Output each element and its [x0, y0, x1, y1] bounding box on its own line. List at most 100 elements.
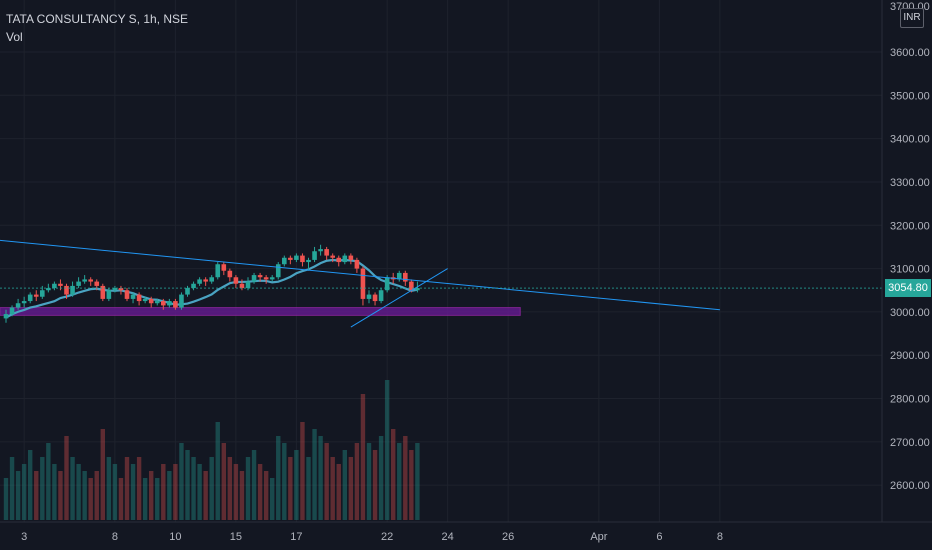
- volume-bar: [34, 471, 39, 520]
- candle-body: [136, 294, 142, 302]
- candle-body: [70, 285, 75, 295]
- candle-body: [179, 294, 184, 308]
- candle-body: [330, 255, 335, 258]
- candle-body: [336, 257, 342, 263]
- candle-body: [221, 264, 227, 271]
- currency-label[interactable]: INR: [900, 8, 924, 28]
- volume-bar: [263, 471, 269, 520]
- time-axis: 3 8 10 15 17 22 24 26 Apr 6 8: [0, 521, 932, 543]
- candle-body: [27, 294, 33, 302]
- volume-bar: [124, 457, 130, 520]
- volume-bar: [130, 464, 136, 520]
- candle-body: [15, 303, 21, 308]
- chart-legend: TATA CONSULTANCY S, 1h, NSE Vol: [6, 10, 188, 46]
- candle-body: [76, 281, 81, 286]
- price-tick-label: 2900.00: [890, 350, 930, 362]
- last-price-tag: 3054.80: [885, 279, 931, 298]
- candle-body: [396, 272, 402, 280]
- price-tick-label: 3600.00: [890, 47, 930, 59]
- candle-body: [342, 255, 348, 263]
- volume-bar: [312, 429, 317, 520]
- candle-body: [403, 272, 408, 282]
- candle-body: [227, 270, 233, 278]
- volume-bar: [348, 457, 354, 520]
- volume-bar: [403, 436, 408, 520]
- volume-bar: [324, 443, 329, 520]
- candle-body: [3, 314, 9, 319]
- candle-body: [167, 301, 172, 306]
- volume-bar: [300, 422, 305, 520]
- volume-bar: [179, 443, 184, 520]
- price-axis: 3700.003600.003500.003400.003300.003200.…: [881, 0, 930, 522]
- candle-body: [142, 298, 148, 302]
- volume-bar: [52, 464, 57, 520]
- volume-bar: [9, 457, 15, 520]
- volume-bar: [245, 457, 251, 520]
- candle-body: [154, 301, 160, 304]
- candle-body: [191, 283, 196, 289]
- volume-bar: [282, 443, 287, 520]
- candlesticks: [3, 244, 420, 323]
- volume-bar: [318, 436, 323, 520]
- candle-body: [324, 249, 329, 256]
- time-tick-label: 17: [290, 531, 302, 543]
- candle-body: [215, 264, 221, 278]
- volume-bar: [294, 450, 299, 520]
- volume-bar: [82, 471, 87, 520]
- volume-bar: [251, 450, 257, 520]
- candle-body: [233, 277, 239, 284]
- volume-bars: [3, 380, 420, 520]
- time-tick-label: 24: [442, 531, 454, 543]
- candle-body: [360, 268, 366, 299]
- candle-body: [40, 290, 45, 297]
- candle-body: [312, 251, 317, 260]
- volume-indicator-label[interactable]: Vol: [6, 30, 23, 44]
- volume-bar: [372, 450, 378, 520]
- volume-bar: [409, 450, 414, 520]
- candle-body: [415, 288, 420, 291]
- candle-body: [106, 290, 112, 299]
- time-tick-label: 22: [381, 531, 393, 543]
- candle-body: [251, 275, 257, 282]
- candle-body: [275, 264, 281, 278]
- candle-body: [282, 257, 287, 265]
- symbol-title[interactable]: TATA CONSULTANCY S, 1h, NSE: [6, 12, 189, 26]
- candle-body: [197, 279, 202, 284]
- candle-body: [203, 279, 208, 282]
- candle-body: [33, 294, 39, 297]
- candle-body: [9, 307, 15, 315]
- candle-body: [288, 257, 293, 260]
- volume-bar: [142, 478, 148, 520]
- price-tick-label: 3200.00: [890, 220, 930, 232]
- time-tick-label: Apr: [590, 531, 607, 543]
- candle-body: [366, 294, 372, 299]
- candle-body: [82, 279, 87, 282]
- candle-body: [318, 249, 323, 252]
- volume-bar: [46, 443, 51, 520]
- price-tick-label: 3000.00: [890, 307, 930, 319]
- volume-bar: [354, 443, 360, 520]
- time-tick-label: 6: [656, 531, 662, 543]
- time-tick-label: 15: [230, 531, 242, 543]
- volume-bar: [70, 457, 75, 520]
- volume-bar: [270, 478, 275, 520]
- candle-body: [209, 277, 214, 282]
- candle-body: [294, 255, 299, 260]
- candle-body: [409, 281, 414, 291]
- candle-body: [130, 294, 136, 299]
- volume-bar: [173, 464, 178, 520]
- price-tick-label: 3400.00: [890, 134, 930, 146]
- volume-bar: [3, 478, 9, 520]
- volume-bar: [378, 436, 384, 520]
- volume-bar: [64, 436, 69, 520]
- volume-bar: [276, 436, 281, 520]
- volume-bar: [221, 443, 226, 520]
- candle-body: [269, 277, 275, 280]
- volume-bar: [415, 443, 420, 520]
- candle-body: [100, 285, 106, 299]
- candle-body: [148, 298, 154, 304]
- time-tick-label: 8: [112, 531, 118, 543]
- rising-trendline: [350, 268, 448, 328]
- candle-body: [372, 294, 378, 302]
